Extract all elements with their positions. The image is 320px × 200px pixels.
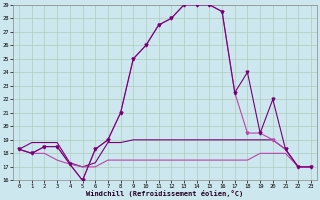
X-axis label: Windchill (Refroidissement éolien,°C): Windchill (Refroidissement éolien,°C): [86, 190, 244, 197]
